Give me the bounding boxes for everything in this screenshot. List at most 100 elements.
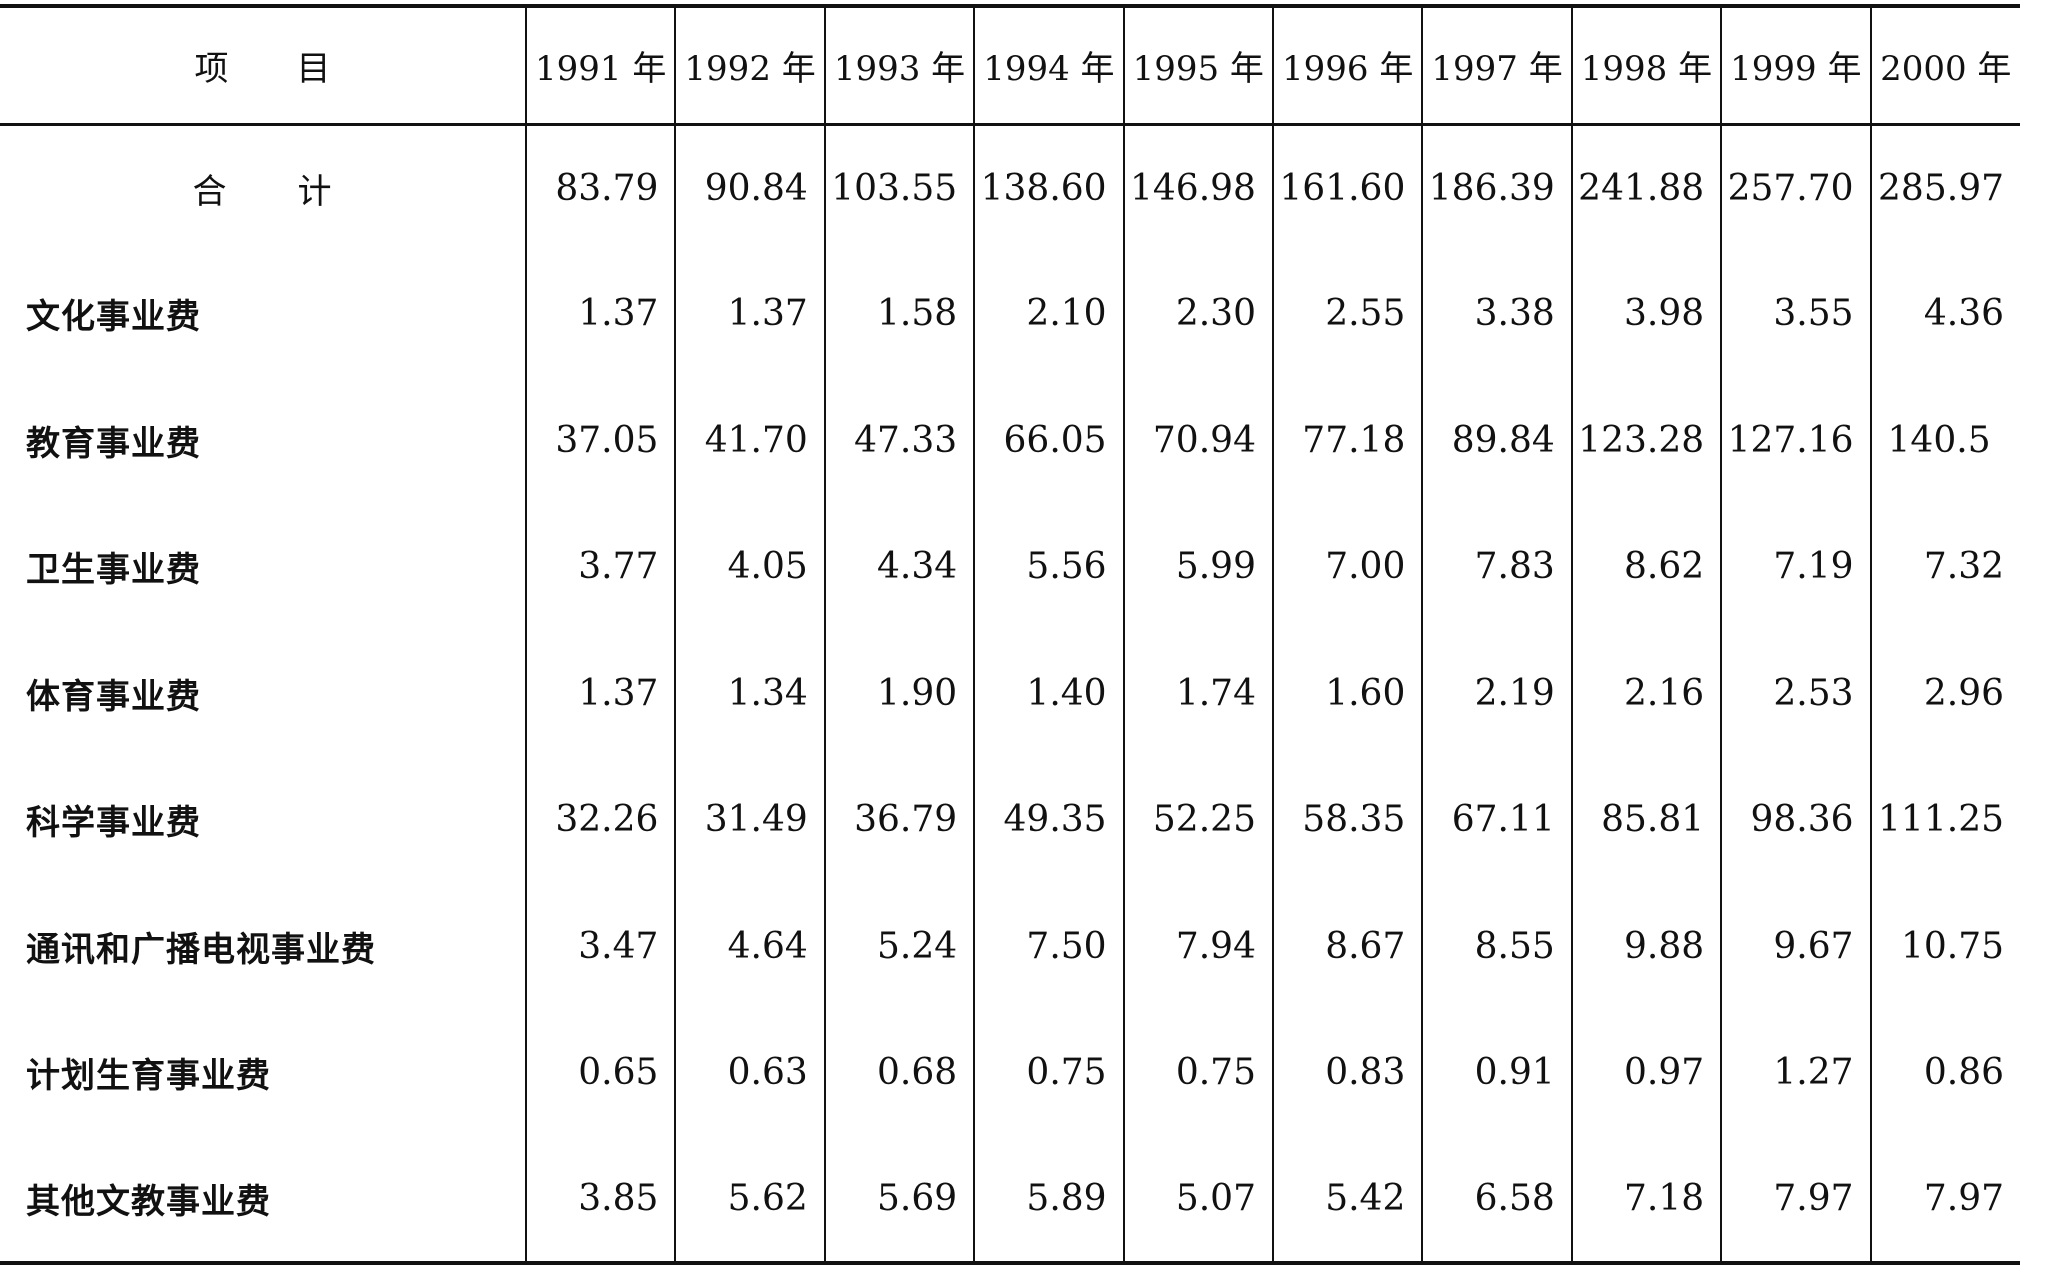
table-cell: 127.16 [1720,377,1871,504]
total-row: 合 计 83.79 90.84 103.55 138.60 146.98 161… [0,124,2020,251]
table-cell: 37.05 [525,377,676,504]
row-label: 通讯和广播电视事业费 [26,929,376,970]
table-cell: 3.47 [525,883,676,1010]
table-cell: 285.97 [1869,124,2020,251]
table-cell: 8.62 [1570,503,1722,630]
table-cell: 67.11 [1421,756,1572,883]
table-cell: 111.25 [1869,756,2020,883]
header-year: 1995 年 [1122,4,1273,126]
table-cell: 9.67 [1720,883,1871,1010]
header-year: 1998 年 [1570,4,1722,126]
table-row: 文化事业费 1.37 1.37 1.58 2.10 2.30 2.55 3.38… [0,250,2020,377]
table-cell: 5.99 [1122,503,1273,630]
header-year: 1996 年 [1271,4,1423,126]
table-cell: 0.86 [1869,1009,2020,1136]
table-cell: 7.97 [1720,1136,1871,1265]
table-cell: 3.38 [1421,250,1572,377]
table-cell: 3.77 [525,503,676,630]
header-year: 2000 年 [1869,4,2020,126]
table-cell: 41.70 [674,377,825,504]
table-cell: 4.34 [823,503,975,630]
table-cell: 5.89 [973,1136,1124,1265]
table-cell: 1.37 [525,250,676,377]
table-cell: 0.97 [1570,1009,1722,1136]
header-item: 项 目 [0,4,527,126]
table-cell: 2.30 [1122,250,1273,377]
header-year: 1992 年 [674,4,825,126]
table-cell: 2.96 [1869,630,2020,757]
table-cell: 5.69 [823,1136,975,1265]
table-cell: 7.97 [1869,1136,2020,1265]
row-label: 科学事业费 [26,803,201,844]
row-label: 文化事业费 [26,297,201,338]
table-cell: 2.55 [1271,250,1423,377]
table-row: 通讯和广播电视事业费 3.47 4.64 5.24 7.50 7.94 8.67… [0,883,2020,1010]
expenditure-table: 项 目 1991 年 1992 年 1993 年 1994 年 1995 年 1… [0,4,2020,1265]
table-cell: 186.39 [1421,124,1572,251]
table-cell: 1.60 [1271,630,1423,757]
row-label: 体育事业费 [26,676,201,717]
table-cell: 2.53 [1720,630,1871,757]
table-cell: 9.88 [1570,883,1722,1010]
table-cell: 7.94 [1122,883,1273,1010]
table-cell: 47.33 [823,377,975,504]
table-cell: 0.91 [1421,1009,1572,1136]
table-cell: 7.19 [1720,503,1871,630]
table-cell: 0.75 [1122,1009,1273,1136]
table-row: 体育事业费 1.37 1.34 1.90 1.40 1.74 1.60 2.19… [0,630,2020,757]
table-cell: 7.50 [973,883,1124,1010]
table-cell: 70.94 [1122,377,1273,504]
table-cell: 161.60 [1271,124,1423,251]
row-label: 卫生事业费 [26,550,201,591]
header-year: 1997 年 [1421,4,1572,126]
table-cell: 2.19 [1421,630,1572,757]
table-cell: 7.83 [1421,503,1572,630]
table-cell: 0.68 [823,1009,975,1136]
row-label: 其他文教事业费 [0,1136,527,1265]
header-year: 1999 年 [1720,4,1871,126]
table-cell: 5.24 [823,883,975,1010]
table-cell: 0.65 [525,1009,676,1136]
table-cell: 90.84 [674,124,825,251]
table-cell: 2.16 [1570,630,1722,757]
table-cell: 3.55 [1720,250,1871,377]
table-cell: 7.32 [1869,503,2020,630]
table-cell: 58.35 [1271,756,1423,883]
table-cell: 241.88 [1570,124,1722,251]
table-cell: 2.10 [973,250,1124,377]
table-row: 计划生育事业费 0.65 0.63 0.68 0.75 0.75 0.83 0.… [0,1009,2020,1136]
table-cell: 3.85 [525,1136,676,1265]
table-cell: 103.55 [823,124,975,251]
table-cell: 138.60 [973,124,1124,251]
table-cell: 85.81 [1570,756,1722,883]
table-cell: 140.5 [1869,377,2020,504]
table-cell: 7.18 [1570,1136,1722,1265]
table-cell: 4.36 [1869,250,2020,377]
table-cell: 5.42 [1271,1136,1423,1265]
header-row: 项 目 1991 年 1992 年 1993 年 1994 年 1995 年 1… [0,4,2020,126]
table-cell: 8.67 [1271,883,1423,1010]
table-cell: 1.34 [674,630,825,757]
table-cell: 146.98 [1122,124,1273,251]
table-cell: 1.74 [1122,630,1273,757]
table-cell: 5.56 [973,503,1124,630]
table-cell: 1.37 [674,250,825,377]
table-cell: 7.00 [1271,503,1423,630]
table-cell: 49.35 [973,756,1124,883]
table-cell: 83.79 [525,124,676,251]
header-year: 1991 年 [525,4,676,126]
row-label: 计划生育事业费 [26,1056,271,1097]
table-cell: 8.55 [1421,883,1572,1010]
table-cell: 5.62 [674,1136,825,1265]
table-cell: 1.40 [973,630,1124,757]
table-cell: 1.37 [525,630,676,757]
table-cell: 32.26 [525,756,676,883]
table-cell: 36.79 [823,756,975,883]
table-row: 其他文教事业费 3.85 5.62 5.69 5.89 5.07 5.42 6.… [0,1136,2020,1265]
table-cell: 6.58 [1421,1136,1572,1265]
table-cell: 123.28 [1570,377,1722,504]
table-cell: 257.70 [1720,124,1871,251]
table-cell: 0.83 [1271,1009,1423,1136]
table-cell: 0.75 [973,1009,1124,1136]
table-cell: 4.64 [674,883,825,1010]
